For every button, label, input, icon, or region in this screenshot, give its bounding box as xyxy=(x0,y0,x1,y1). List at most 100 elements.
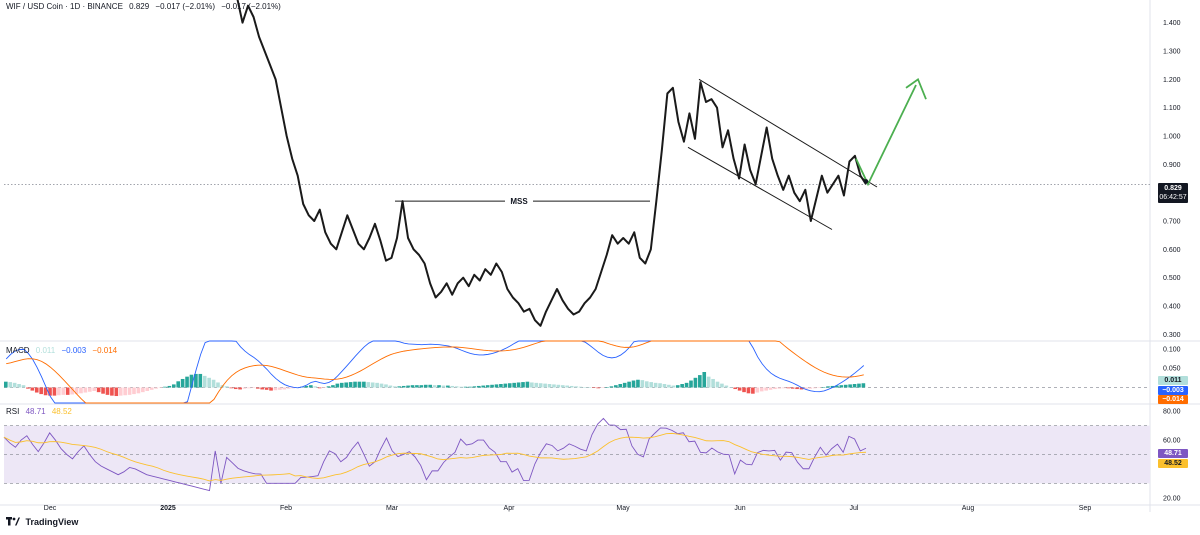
macd-hist-bar xyxy=(8,382,13,388)
x-tick-label: Jul xyxy=(850,505,859,512)
macd-hist-bar xyxy=(70,387,74,395)
macd-hist-bar xyxy=(251,387,256,388)
macd-hist-bar xyxy=(26,387,30,389)
rsi-tick-label: 80.00 xyxy=(1163,409,1181,416)
macd-hist-bar xyxy=(410,385,415,388)
macd-hist-bar xyxy=(667,384,671,388)
macd-hist-bar xyxy=(216,382,220,388)
macd-hist-bar xyxy=(348,382,353,388)
price-tick-label: 0.400 xyxy=(1163,304,1181,311)
macd-hist-bar xyxy=(649,382,654,388)
macd-hist-bar xyxy=(684,382,689,388)
x-tick-label: Aug xyxy=(962,505,975,512)
macd-hist-bar xyxy=(17,384,21,388)
x-tick-label: Dec xyxy=(44,505,57,512)
price-tick-label: 1.300 xyxy=(1163,49,1181,56)
rsi-title: RSI xyxy=(6,407,20,416)
price-tick-label: 1.200 xyxy=(1163,77,1181,84)
macd-tick-label: 0.050 xyxy=(1163,366,1181,373)
macd-hist-bar xyxy=(357,381,362,388)
macd-hist-bar xyxy=(782,387,786,389)
macd-hist-bar xyxy=(485,385,490,388)
x-tick-label: Jun xyxy=(734,505,745,512)
macd-line-value: −0.003 xyxy=(61,346,87,355)
change-value: −0.017 (−2.01%) xyxy=(155,2,216,11)
macd-tick-label: 0.100 xyxy=(1163,346,1181,353)
macd-hist-bar xyxy=(105,387,110,395)
macd-hist-bar xyxy=(154,387,158,389)
rsi-tick-label: 60.00 xyxy=(1163,438,1181,445)
macd-hist-bar xyxy=(777,387,782,389)
macd-hist-bar xyxy=(362,381,366,388)
macd-hist-bar xyxy=(671,385,676,388)
macd-hist-bar xyxy=(428,384,432,388)
macd-hist-bar xyxy=(74,387,79,395)
macd-hist-bar xyxy=(194,373,198,388)
macd-hist-bar xyxy=(605,387,609,388)
macd-hist-bar xyxy=(176,381,181,388)
macd-hist-bar xyxy=(309,385,313,388)
bar-countdown: 06:42:57 xyxy=(1159,194,1187,201)
macd-hist-bar xyxy=(711,378,715,388)
macd-hist-bar xyxy=(180,378,185,388)
macd-hist-bar xyxy=(450,385,455,388)
macd-hist-bar xyxy=(622,382,627,388)
close-price: 0.829 xyxy=(129,2,150,11)
macd-hist-bar xyxy=(118,387,123,396)
macd-hist-bar xyxy=(132,387,136,395)
projection-path xyxy=(855,84,917,187)
macd-hist-bar xyxy=(733,387,738,390)
macd-hist-bar xyxy=(680,384,684,388)
macd-line-badge: −0.003 xyxy=(1158,386,1188,395)
macd-hist-bar xyxy=(737,387,742,391)
macd-hist-bar xyxy=(715,381,720,388)
price-tick-label: 0.300 xyxy=(1163,332,1181,339)
macd-hist-bar xyxy=(185,376,189,388)
macd-hist-bar xyxy=(171,384,176,388)
macd-hist-bar xyxy=(556,384,561,388)
macd-hist-bar xyxy=(353,381,357,388)
macd-hist-bar xyxy=(114,387,119,397)
macd-hist-bar xyxy=(331,385,335,388)
macd-hist-bar xyxy=(583,387,587,388)
macd-hist-bar xyxy=(260,387,265,390)
macd-hist-bar xyxy=(618,384,623,388)
macd-hist-bar xyxy=(92,387,97,391)
macd-hist-bar xyxy=(565,385,570,388)
macd-hist-bar xyxy=(397,386,402,388)
macd-hist-bar xyxy=(278,387,282,390)
macd-hist-bar xyxy=(693,377,698,388)
macd-hist-bar xyxy=(34,387,39,393)
macd-hist-bar xyxy=(393,386,397,388)
macd-hist-bar xyxy=(65,387,70,395)
macd-hist-bar xyxy=(724,385,729,388)
macd-hist-bar xyxy=(313,386,318,388)
macd-hist-bar xyxy=(689,380,693,388)
macd-hist-bar xyxy=(472,386,477,388)
rsi-ma-badge: 48.52 xyxy=(1158,459,1188,468)
x-tick-label: Feb xyxy=(280,505,292,512)
macd-hist-bar xyxy=(494,384,499,388)
macd-hist-bar xyxy=(273,387,278,391)
mss-label: MSS xyxy=(510,197,528,206)
macd-hist-badge: 0.011 xyxy=(1158,376,1188,385)
rsi-line xyxy=(3,417,867,492)
macd-hist-bar xyxy=(189,374,194,388)
macd-hist-bar xyxy=(543,383,547,388)
macd-hist-bar xyxy=(96,387,101,393)
macd-hist-bar xyxy=(123,387,127,396)
tradingview-logo[interactable]: TradingView xyxy=(6,517,78,527)
price-tick-label: 0.900 xyxy=(1163,162,1181,169)
macd-hist-bar xyxy=(432,385,437,388)
macd-hist-bar xyxy=(476,385,481,388)
macd-hist-bar xyxy=(640,380,645,388)
macd-hist-bar xyxy=(481,385,486,388)
macd-legend[interactable]: MACD 0.011 −0.003 −0.014 xyxy=(6,346,121,355)
channel-lower-line xyxy=(687,146,833,230)
price-tick-label: 0.600 xyxy=(1163,247,1181,254)
symbol-legend[interactable]: WIF / USD Coin · 1D · BINANCE 0.829 −0.0… xyxy=(6,2,285,11)
macd-hist-bar xyxy=(538,383,543,388)
rsi-legend[interactable]: RSI 48.71 48.52 xyxy=(6,407,76,416)
symbol-name[interactable]: WIF / USD Coin · 1D · BINANCE xyxy=(6,2,123,11)
